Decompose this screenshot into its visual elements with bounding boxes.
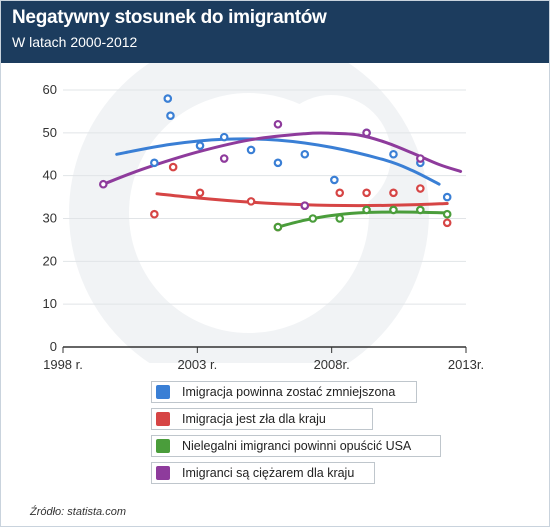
data-point-series-1 — [246, 197, 256, 206]
trend-line-series-2 — [276, 210, 449, 229]
data-point-series-2 — [416, 205, 425, 215]
data-point-series-0 — [389, 149, 398, 159]
legend-label: Imigracja jest zła dla kraju — [182, 412, 326, 426]
data-point-series-3 — [273, 119, 283, 129]
legend-swatch-green — [156, 439, 170, 453]
legend-item-nielegalni: Nielegalni imigranci powinni opuścić USA — [151, 435, 441, 457]
data-point-series-2 — [362, 205, 371, 215]
chart-subtitle: W latach 2000-2012 — [12, 34, 138, 50]
data-point-series-0 — [195, 141, 205, 150]
y-tick-label: 0 — [50, 339, 57, 354]
data-point-series-1 — [150, 209, 159, 219]
data-points — [99, 94, 452, 232]
y-tick-label: 40 — [43, 168, 57, 183]
data-point-series-1 — [195, 188, 205, 198]
x-axis: 1998 r. 2003 r. 2008r. 2013r. — [43, 346, 484, 372]
y-tick-label: 50 — [43, 125, 57, 140]
legend-label: Imigracja powinna zostać zmniejszona — [182, 385, 396, 399]
legend-item-zmniejszona: Imigracja powinna zostać zmniejszona — [151, 381, 417, 403]
x-tick-label: 1998 r. — [43, 357, 83, 372]
data-point-series-2 — [335, 214, 345, 223]
legend-swatch-purple — [156, 466, 170, 480]
x-tick-label: 2008r. — [314, 357, 350, 372]
data-point-series-0 — [246, 145, 256, 155]
data-point-series-3 — [99, 179, 108, 189]
x-tick-label: 2013r. — [448, 357, 484, 372]
data-point-series-3 — [219, 154, 229, 163]
trend-line-series-0 — [115, 137, 441, 186]
data-point-series-1 — [362, 188, 371, 198]
data-point-series-0 — [273, 158, 283, 168]
data-point-series-3 — [300, 201, 310, 210]
data-point-series-0 — [150, 158, 159, 168]
legend-label: Imigranci są ciężarem dla kraju — [182, 466, 355, 480]
data-point-series-0 — [166, 111, 175, 121]
data-point-series-1 — [442, 218, 452, 228]
data-point-series-0 — [330, 175, 339, 185]
data-point-series-1 — [335, 188, 345, 198]
data-point-series-1 — [168, 162, 178, 172]
chart-title: Negatywny stosunek do imigrantów — [12, 7, 327, 28]
y-tick-label: 30 — [43, 211, 57, 226]
y-tick-label: 10 — [43, 296, 57, 311]
legend-label: Nielegalni imigranci powinni opuścić USA — [182, 439, 412, 453]
data-point-series-1 — [389, 188, 398, 198]
legend-item-ciezarem: Imigranci są ciężarem dla kraju — [151, 462, 375, 484]
x-tick-label: 2003 r. — [177, 357, 217, 372]
source-note: Źródło: statista.com — [30, 506, 126, 518]
data-point-series-2 — [273, 222, 283, 232]
legend-item-zla-dla-kraju: Imigracja jest zła dla kraju — [151, 408, 373, 430]
data-point-series-3 — [362, 128, 371, 138]
data-point-series-1 — [416, 184, 425, 193]
data-point-series-0 — [163, 94, 173, 103]
legend-swatch-red — [156, 412, 170, 426]
data-point-series-2 — [308, 214, 318, 223]
data-point-series-0 — [219, 132, 229, 142]
data-point-series-0 — [300, 149, 310, 159]
y-axis: 0 10 20 30 40 50 60 — [43, 82, 57, 354]
data-point-series-2 — [389, 205, 398, 215]
legend-swatch-blue — [156, 385, 170, 399]
y-tick-label: 20 — [43, 253, 57, 268]
data-point-series-3 — [416, 154, 425, 163]
y-tick-label: 60 — [43, 82, 57, 97]
chart-header: Negatywny stosunek do imigrantów W latac… — [1, 1, 549, 63]
data-point-series-2 — [442, 209, 452, 219]
grid-lines — [63, 89, 466, 305]
chart-plot-area: 0 10 20 30 40 50 60 1998 r. 2003 r. 2008r. 2013r. — [43, 82, 485, 372]
data-point-series-0 — [442, 192, 452, 202]
